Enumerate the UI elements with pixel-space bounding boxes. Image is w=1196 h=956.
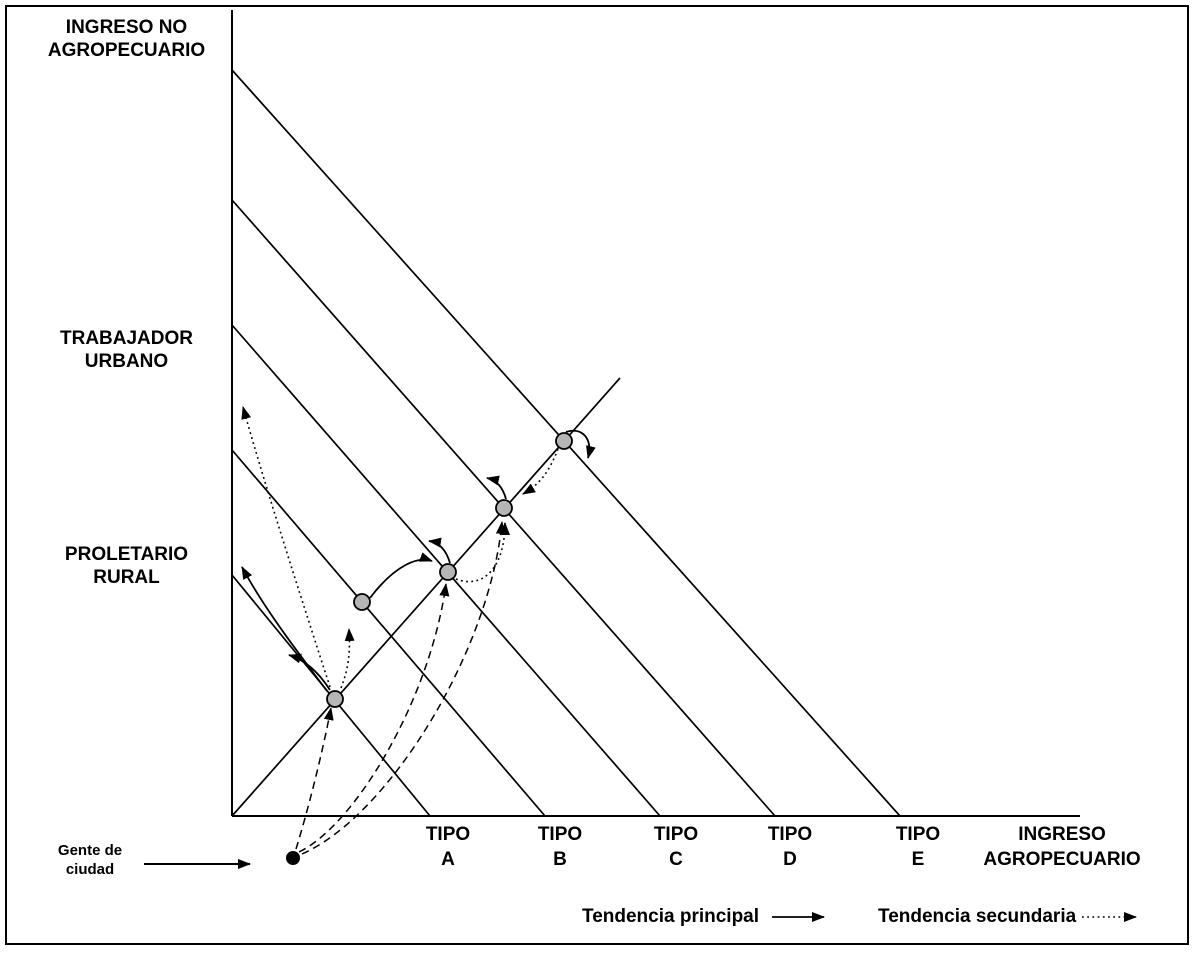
city-people-dot xyxy=(286,851,300,865)
figure-border xyxy=(5,5,1189,945)
legend-secundaria-label: Tendencia secundaria xyxy=(878,906,1077,927)
household-node xyxy=(353,593,371,611)
tendency-arrow-dotted xyxy=(340,628,355,689)
x-tick-label-line2: A xyxy=(441,849,455,870)
x-tick-label-line2: C xyxy=(669,849,683,870)
x-tick-tipo-c: TIPO C xyxy=(641,822,711,872)
y-category-label-line2: URBANO xyxy=(84,351,169,372)
tendency-arrow-solid xyxy=(486,475,507,500)
tendency-arrow-solid xyxy=(428,537,451,564)
y-axis-title-line1: INGRESO NO xyxy=(65,17,188,38)
x-tick-tipo-a: TIPO A xyxy=(413,822,483,872)
tendency-arrow-dashed xyxy=(301,521,506,855)
x-tick-label-line1: TIPO xyxy=(895,824,941,845)
main-diagonal-ray xyxy=(231,377,621,817)
x-axis-title-line2: AGROPECUARIO xyxy=(983,849,1141,870)
y-category-proletario-rural: PROLETARIO RURAL xyxy=(34,543,219,589)
y-category-label-line1: TRABAJADOR xyxy=(60,328,193,349)
x-tick-label-line1: TIPO xyxy=(767,824,813,845)
household-node xyxy=(326,690,344,708)
origin-pointer-label-line2: ciudad xyxy=(65,861,115,878)
household-node xyxy=(439,563,457,581)
x-axis-title: INGRESO AGROPECUARIO xyxy=(962,822,1162,872)
x-tick-label-line2: B xyxy=(553,849,567,870)
x-tick-tipo-e: TIPO E xyxy=(883,822,953,872)
tendency-arrow-dotted xyxy=(522,448,559,495)
tendency-arrow-dotted xyxy=(241,406,331,688)
household-node xyxy=(495,499,513,517)
y-axis-title: INGRESO NO AGROPECUARIO xyxy=(34,16,219,62)
household-node xyxy=(555,432,573,450)
y-category-label-line1: PROLETARIO xyxy=(64,544,189,565)
x-tick-label-line1: TIPO xyxy=(425,824,471,845)
tendency-arrow-solid xyxy=(241,566,328,692)
x-tick-tipo-b: TIPO B xyxy=(525,822,595,872)
tendency-arrow-dashed xyxy=(295,707,334,850)
x-tick-label-line2: D xyxy=(783,849,797,870)
y-category-label-line2: RURAL xyxy=(93,567,160,588)
tendency-arrow-solid xyxy=(565,429,596,459)
origin-pointer-label: Gente de ciudad xyxy=(38,841,142,879)
legend-principal-label: Tendencia principal xyxy=(582,906,760,927)
x-tick-label-line1: TIPO xyxy=(653,824,699,845)
tendency-arrow-solid xyxy=(288,653,331,691)
tendency-arrow-dashed xyxy=(298,583,450,853)
y-category-trabajador-urbano: TRABAJADOR URBANO xyxy=(34,327,219,373)
tendency-arrow-solid xyxy=(369,552,433,599)
x-axis-title-line1: INGRESO xyxy=(1018,824,1106,845)
x-tick-tipo-d: TIPO D xyxy=(755,822,825,872)
origin-pointer-label-line1: Gente de xyxy=(57,842,123,859)
y-axis-title-line2: AGROPECUARIO xyxy=(47,40,206,61)
x-tick-label-line1: TIPO xyxy=(537,824,583,845)
x-tick-label-line2: E xyxy=(911,849,925,870)
iso-income-line xyxy=(231,449,546,817)
